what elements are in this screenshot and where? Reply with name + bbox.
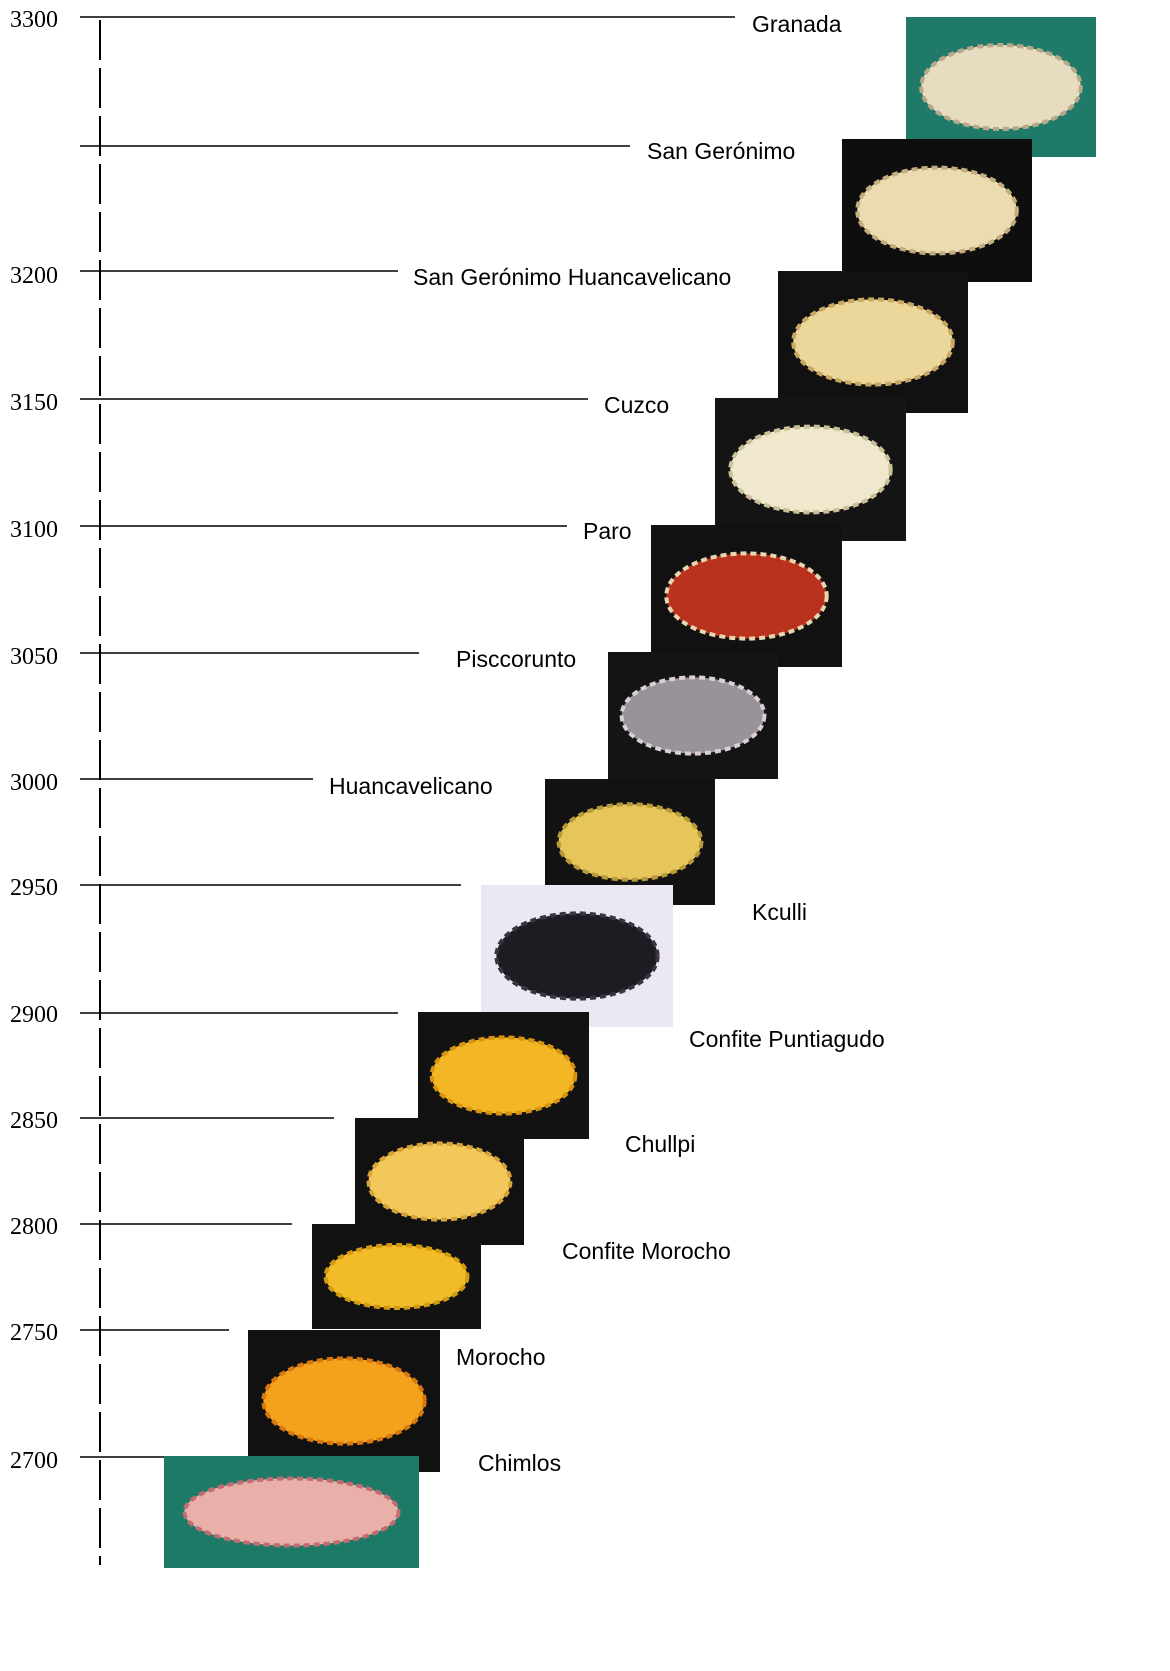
variety-label: Huancavelicano [329, 773, 493, 799]
corn-cob [184, 1478, 398, 1545]
variety-label: Paro [583, 518, 632, 544]
axis-label: 3150 [10, 390, 58, 416]
corn-photo [312, 1224, 481, 1329]
corn-cob [921, 45, 1081, 129]
corn-photo [906, 17, 1096, 157]
variety-label: Confite Morocho [562, 1238, 731, 1264]
corn-photo [481, 885, 673, 1027]
axis-label: 2850 [10, 1108, 58, 1134]
variety-label: San Gerónimo Huancavelicano [413, 264, 731, 290]
corn-photo [715, 398, 906, 541]
variety-label: Confite Puntiagudo [689, 1026, 885, 1052]
axis-label: 3050 [10, 644, 58, 670]
axis-label: 2950 [10, 875, 58, 901]
variety-label: Kculli [752, 899, 807, 925]
axis-label: 3300 [10, 7, 58, 33]
variety-label: Cuzco [604, 392, 669, 418]
corn-cob [432, 1037, 576, 1113]
variety-label: San Gerónimo [647, 138, 795, 164]
corn-photo [842, 139, 1032, 282]
variety-label: Chimlos [478, 1450, 561, 1476]
corn-cob [857, 168, 1017, 254]
axis-label: 2900 [10, 1002, 58, 1028]
variety-label: Chullpi [625, 1131, 695, 1157]
corn-cob [496, 913, 657, 998]
axis-label: 3100 [10, 517, 58, 543]
corn-cob [369, 1143, 511, 1219]
axis-label: 3000 [10, 770, 58, 796]
axis-label: 2700 [10, 1448, 58, 1474]
corn-cob [263, 1358, 424, 1443]
altitude-diagram: 3300 3200 3150 3100 3050 3000 2950 2900 2850 2800… [0, 0, 1170, 1671]
variety-label: Morocho [456, 1344, 545, 1370]
corn-cob [326, 1245, 468, 1308]
corn-photo [248, 1330, 440, 1472]
corn-photo [651, 525, 842, 667]
corn-cob [793, 299, 953, 384]
axis-label: 2800 [10, 1214, 58, 1240]
variety-label: Pisccorunto [456, 646, 576, 672]
corn-cob [666, 553, 826, 638]
axis-label: 2750 [10, 1320, 58, 1346]
corn-cob [622, 677, 765, 753]
corn-cob [559, 804, 702, 880]
corn-photo [164, 1456, 419, 1568]
variety-label: Granada [752, 11, 842, 37]
corn-photo [778, 271, 968, 413]
axis-label: 3200 [10, 263, 58, 289]
corn-photo [608, 652, 778, 779]
corn-cob [730, 427, 890, 513]
